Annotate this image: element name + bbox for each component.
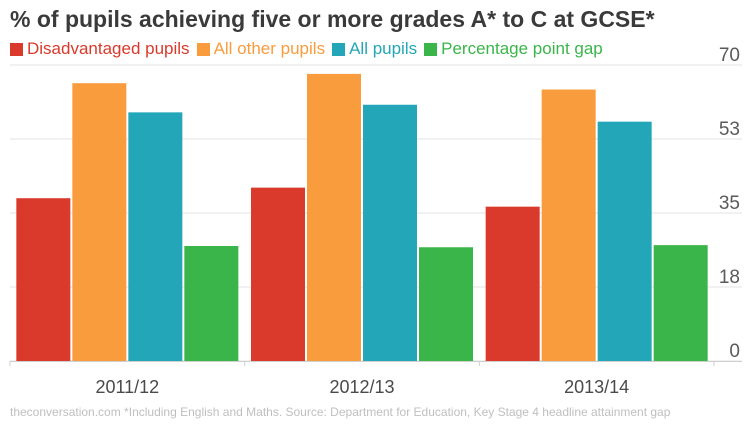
y-tick-label: 35 <box>719 193 740 214</box>
x-tick-label: 2011/12 <box>95 377 159 397</box>
bar <box>485 206 540 361</box>
legend-item-gap: Percentage point gap <box>424 39 603 59</box>
bar <box>72 83 127 361</box>
bar <box>16 198 71 361</box>
legend-swatch-all-other <box>196 42 210 56</box>
bar <box>307 73 361 361</box>
bar <box>541 89 596 362</box>
source-footer: theconversation.com *Including English a… <box>10 405 671 419</box>
x-tick-label: 2012/13 <box>329 377 394 397</box>
y-tick-label: 53 <box>719 119 740 140</box>
legend-swatch-disadvantaged <box>10 42 23 56</box>
bar <box>597 121 652 361</box>
legend-label-disadvantaged: Disadvantaged pupils <box>27 39 190 58</box>
bar <box>363 104 417 362</box>
legend-item-disadvantaged: Disadvantaged pupils <box>10 39 190 59</box>
legend: Disadvantaged pupils All other pupils Al… <box>10 39 610 59</box>
bar <box>419 247 473 361</box>
bar <box>184 245 239 361</box>
legend-item-all-pupils: All pupils <box>332 39 417 59</box>
legend-swatch-gap <box>424 42 438 56</box>
legend-label-gap: Percentage point gap <box>441 39 603 58</box>
x-tick-label: 2013/14 <box>564 377 629 397</box>
y-tick-label: 70 <box>719 45 740 66</box>
legend-label-all-pupils: All pupils <box>349 39 418 58</box>
legend-item-all-other: All other pupils <box>196 39 326 59</box>
legend-swatch-all-pupils <box>332 42 346 56</box>
y-tick-label: 18 <box>719 267 740 288</box>
bar <box>653 245 708 361</box>
bar <box>128 112 183 361</box>
chart-title: % of pupils achieving five or more grade… <box>10 6 655 32</box>
y-tick-label: 0 <box>729 341 740 362</box>
bar <box>251 187 305 361</box>
legend-label-all-other: All other pupils <box>213 39 326 58</box>
